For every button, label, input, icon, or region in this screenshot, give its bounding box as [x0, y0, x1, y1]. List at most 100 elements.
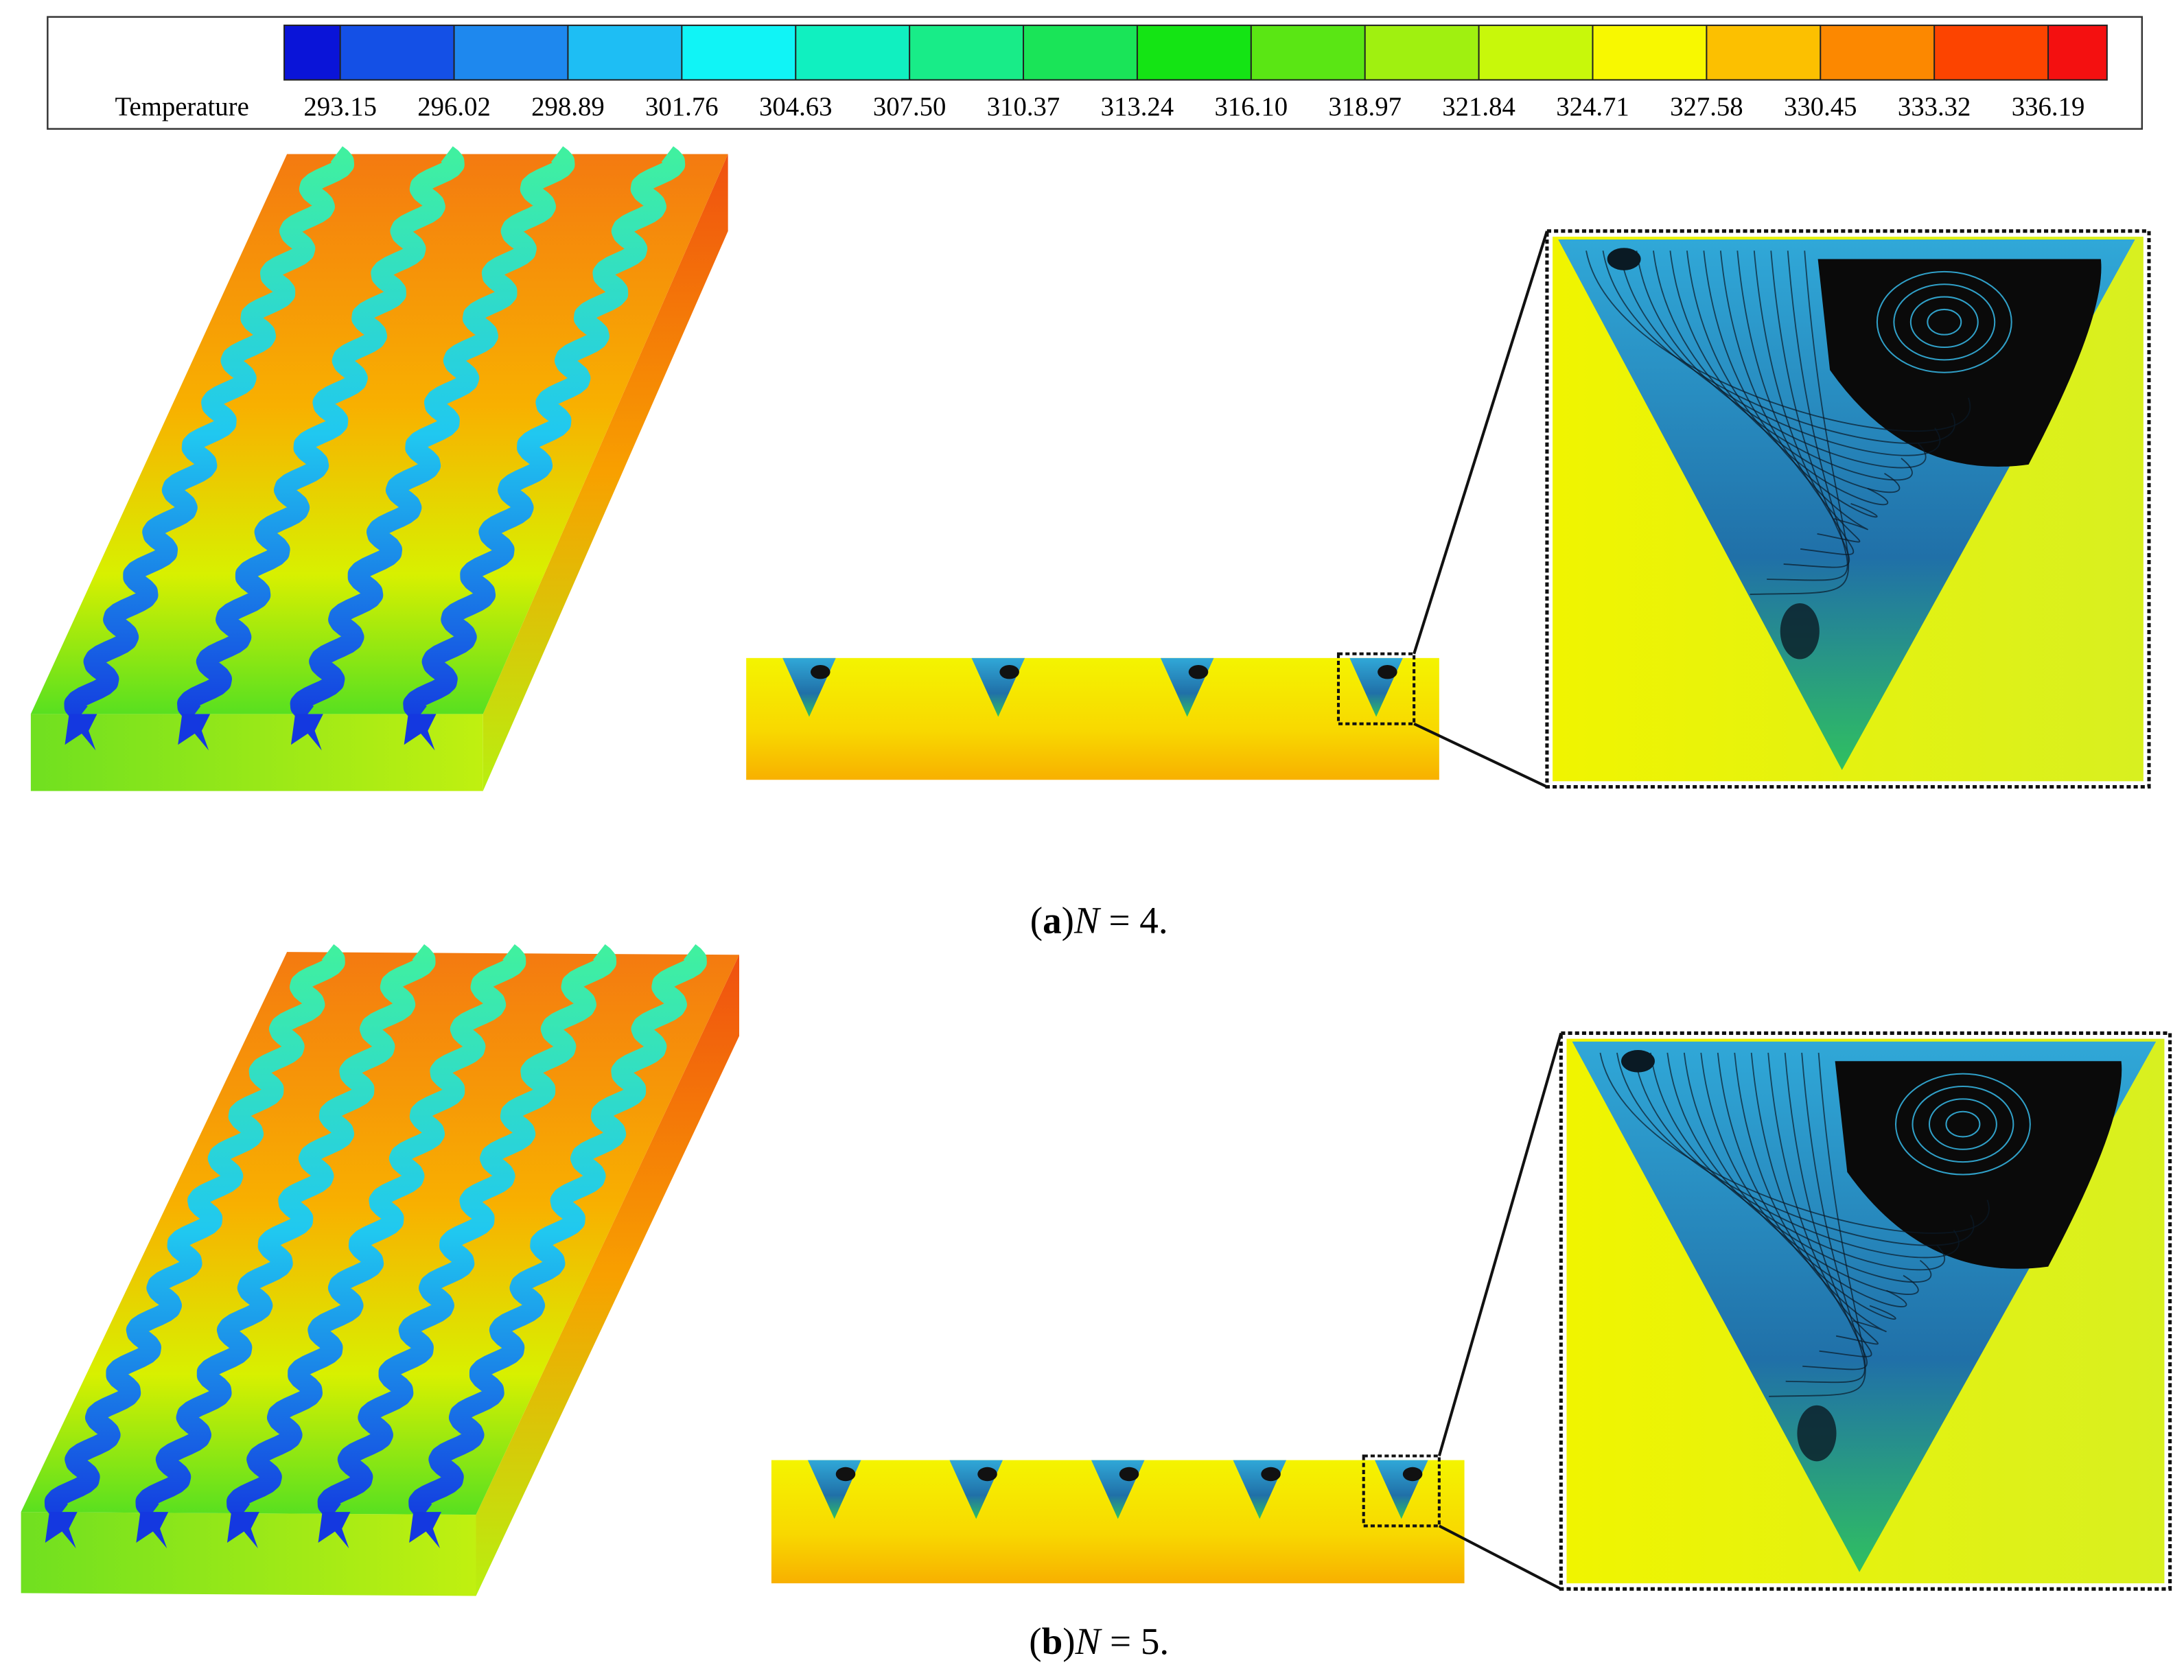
vortex-core [1817, 259, 2102, 467]
colorbar-tick-label: 321.84 [1442, 92, 1515, 121]
colorbar-segment [340, 25, 454, 80]
swirl [1893, 283, 1996, 361]
slab-side [483, 154, 728, 791]
streamline [1649, 1052, 1945, 1271]
caption-part: ( [1029, 1620, 1041, 1661]
swirl [1927, 308, 1962, 336]
zoom-source [1336, 652, 1416, 725]
channel [408, 944, 707, 1520]
colorbar-tick-label: 313.24 [1101, 92, 1174, 121]
channel-outlet [45, 1512, 78, 1549]
colorbar-outline [283, 24, 2108, 81]
colorbar-segment [682, 25, 796, 80]
streamline [1619, 250, 1941, 456]
streamline [1585, 250, 1971, 432]
corner-vortex [1797, 1405, 1837, 1462]
corner-vortex [1607, 248, 1641, 270]
swirl [1945, 1110, 1981, 1138]
corner-vortex [1621, 1049, 1655, 1073]
channel-outlet [65, 714, 97, 751]
colorbar-segment [284, 25, 340, 80]
caption-part: N [1073, 899, 1102, 941]
colorbar-segment [2048, 25, 2107, 80]
slab-top [30, 154, 728, 714]
streamline [1719, 250, 1868, 530]
streamline [1666, 1052, 1932, 1283]
colorbar-segment [568, 25, 682, 80]
caption: (b)N = 5. [1029, 1620, 1169, 1661]
vortex [1119, 1467, 1139, 1482]
caption-part: ) [1062, 1620, 1075, 1661]
colorbar-tick-label: 327.58 [1670, 92, 1743, 121]
channel-outlet [409, 1512, 442, 1549]
colorbar-tick-label: 298.89 [531, 92, 605, 121]
colorbar-segment [1934, 25, 2049, 80]
colorbar-tick-label: 330.45 [1784, 92, 1857, 121]
channel-outlet [226, 1512, 259, 1549]
colorbar-segment [1251, 25, 1365, 80]
colorbar-tick-label: 324.71 [1556, 92, 1629, 121]
swirl [1894, 1073, 2031, 1176]
streamline [1669, 250, 1901, 493]
vortex [811, 665, 830, 679]
vortex [1188, 665, 1209, 679]
colorbar-tick-label: 318.97 [1328, 92, 1402, 121]
streamline [1599, 1052, 1990, 1234]
colorbar-segment [1023, 25, 1137, 80]
caption-part: a [1043, 899, 1062, 941]
caption: (a)N = 4. [1030, 899, 1168, 941]
streamline [1633, 1052, 1960, 1259]
zoom-connector [1413, 231, 1548, 655]
colorbar-tick-label: 333.32 [1898, 92, 1971, 121]
colorbar-segment [454, 25, 568, 80]
caption-part: = 4. [1100, 899, 1168, 941]
zoom-frame [1559, 1031, 2172, 1591]
vortex [999, 665, 1019, 679]
channel [226, 944, 526, 1520]
vortex [977, 1467, 997, 1482]
colorbar-segment [1478, 25, 1593, 80]
streamline [1686, 250, 1889, 506]
streamline [1700, 1052, 1907, 1307]
streamline [1734, 1052, 1887, 1333]
colorbar-tick-label: 336.19 [2012, 92, 2085, 121]
zoom-frame [1545, 229, 2151, 789]
colorbar-tick-label: 307.50 [873, 92, 946, 121]
panel: (b)N = 5. [21, 944, 2172, 1661]
vortex [1261, 1467, 1281, 1482]
colorbar-segment [909, 25, 1024, 80]
channel [44, 944, 345, 1520]
zoom-connector [1437, 1032, 1563, 1457]
streamline [1616, 1052, 1975, 1246]
channel-outlet [290, 714, 323, 751]
channel-outlet [178, 714, 211, 751]
streamline [1602, 250, 1955, 444]
caption-part: b [1042, 1620, 1063, 1661]
channel-outlet [404, 714, 437, 751]
streamline [1769, 1052, 1866, 1397]
colorbar-segment [1820, 25, 1935, 80]
zoom-connector [1413, 722, 1548, 789]
vortex [1378, 665, 1397, 679]
zoom-source [1362, 1454, 1441, 1528]
streamline [1717, 1052, 1896, 1320]
colorbar-tick-label: 293.15 [303, 92, 377, 121]
channel [403, 146, 686, 722]
channel-outlet [136, 1512, 169, 1549]
colorbar-tick-label: 304.63 [759, 92, 833, 121]
streamline [1785, 1052, 1866, 1384]
slab-side [476, 955, 739, 1596]
swirl [1912, 1085, 2014, 1163]
streamline [1653, 250, 1913, 481]
streamline [1753, 250, 1855, 555]
colorbar-label: Temperature [115, 92, 249, 121]
streamline [1636, 250, 1927, 469]
cross-section [746, 657, 1439, 780]
streamline [1767, 250, 1848, 581]
colorbar-tick-label: 310.37 [987, 92, 1060, 121]
colorbar: Temperature 293.15 296.02 298.89 301.76 304.… [47, 16, 2144, 130]
vortex [835, 1467, 856, 1482]
colorbar-tick-label: 301.76 [645, 92, 719, 121]
colorbar-segment [1364, 25, 1479, 80]
